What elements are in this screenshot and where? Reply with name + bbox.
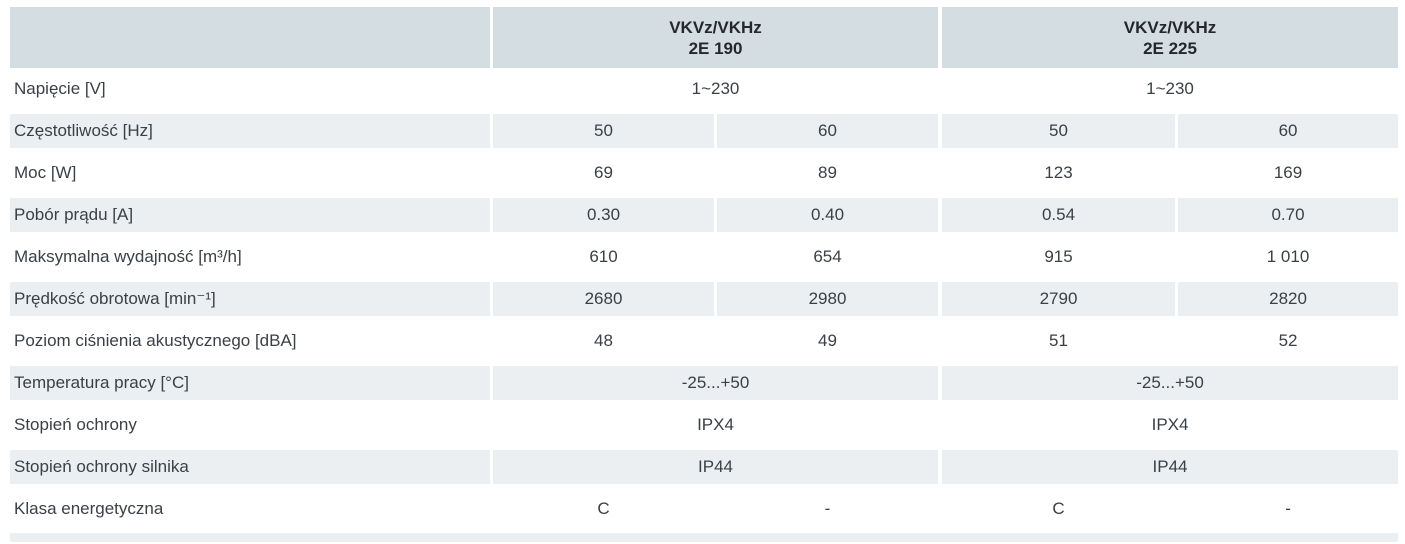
value-cell: 89	[714, 152, 939, 194]
value-cell: 50	[938, 110, 1176, 152]
value-cell: 0.70	[1175, 194, 1399, 236]
value-cell: 654	[714, 236, 939, 278]
value-cell: 610	[490, 236, 714, 278]
row-motor-protection-rating: Stopień ochrony silnika IP44 IP44	[10, 446, 1399, 488]
row-label: Stopień ochrony silnika	[10, 446, 490, 488]
value-cell: 2680	[490, 278, 714, 320]
row-frequency: Częstotliwość [Hz] 50 60 50 60	[10, 110, 1399, 152]
value-cell: IPX4	[938, 404, 1399, 446]
row-protection-rating: Stopień ochrony IPX4 IPX4	[10, 404, 1399, 446]
spec-table: VKVz/VKHz 2E 190 VKVz/VKHz 2E 225 Napięc…	[10, 7, 1399, 530]
row-operating-temperature: Temperatura pracy [°C] -25...+50 -25...+…	[10, 362, 1399, 404]
value-cell: 60	[1175, 110, 1399, 152]
value-cell: -25...+50	[490, 362, 939, 404]
value-cell: 48	[490, 320, 714, 362]
row-voltage: Napięcie [V] 1~230 1~230	[10, 68, 1399, 110]
next-row-partial-stripe	[10, 533, 1398, 542]
value-cell: 1 010	[1175, 236, 1399, 278]
value-cell: 60	[714, 110, 939, 152]
value-cell: 49	[714, 320, 939, 362]
value-cell: -25...+50	[938, 362, 1399, 404]
row-power: Moc [W] 69 89 123 169	[10, 152, 1399, 194]
group-header-2e225: VKVz/VKHz 2E 225	[938, 7, 1399, 68]
row-label: Pobór prądu [A]	[10, 194, 490, 236]
value-cell: 51	[938, 320, 1176, 362]
value-cell: 123	[938, 152, 1176, 194]
header-row: VKVz/VKHz 2E 190 VKVz/VKHz 2E 225	[10, 7, 1399, 68]
row-label: Stopień ochrony	[10, 404, 490, 446]
row-rpm: Prędkość obrotowa [min⁻¹] 2680 2980 2790…	[10, 278, 1399, 320]
value-cell: 50	[490, 110, 714, 152]
value-cell: 52	[1175, 320, 1399, 362]
value-cell: 2980	[714, 278, 939, 320]
row-label: Napięcie [V]	[10, 68, 490, 110]
group-header-series: VKVz/VKHz	[1123, 17, 1217, 37]
value-cell: 0.40	[714, 194, 939, 236]
value-cell: 1~230	[938, 68, 1399, 110]
value-cell: -	[714, 488, 939, 530]
row-label: Prędkość obrotowa [min⁻¹]	[10, 278, 490, 320]
row-label: Klasa energetyczna	[10, 488, 490, 530]
value-cell: IP44	[490, 446, 939, 488]
row-label: Częstotliwość [Hz]	[10, 110, 490, 152]
row-max-airflow: Maksymalna wydajność [m³/h] 610 654 915 …	[10, 236, 1399, 278]
value-cell: 2820	[1175, 278, 1399, 320]
row-label: Moc [W]	[10, 152, 490, 194]
value-cell: -	[1175, 488, 1399, 530]
value-cell: 0.54	[938, 194, 1176, 236]
value-cell: 0.30	[490, 194, 714, 236]
table-corner-cell	[10, 7, 490, 68]
value-cell: 169	[1175, 152, 1399, 194]
row-label: Poziom ciśnienia akustycznego [dBA]	[10, 320, 490, 362]
value-cell: C	[938, 488, 1176, 530]
group-header-model: 2E 225	[1143, 38, 1197, 58]
value-cell: 1~230	[490, 68, 939, 110]
row-sound-pressure: Poziom ciśnienia akustycznego [dBA] 48 4…	[10, 320, 1399, 362]
group-header-series: VKVz/VKHz	[669, 17, 762, 37]
row-energy-class: Klasa energetyczna C - C -	[10, 488, 1399, 530]
value-cell: IPX4	[490, 404, 939, 446]
row-label: Temperatura pracy [°C]	[10, 362, 490, 404]
value-cell: 915	[938, 236, 1176, 278]
value-cell: 2790	[938, 278, 1176, 320]
group-header-model: 2E 190	[688, 38, 743, 58]
group-header-2e190: VKVz/VKHz 2E 190	[490, 7, 939, 68]
row-label: Maksymalna wydajność [m³/h]	[10, 236, 490, 278]
value-cell: IP44	[938, 446, 1399, 488]
value-cell: 69	[490, 152, 714, 194]
row-current: Pobór prądu [A] 0.30 0.40 0.54 0.70	[10, 194, 1399, 236]
value-cell: C	[490, 488, 714, 530]
